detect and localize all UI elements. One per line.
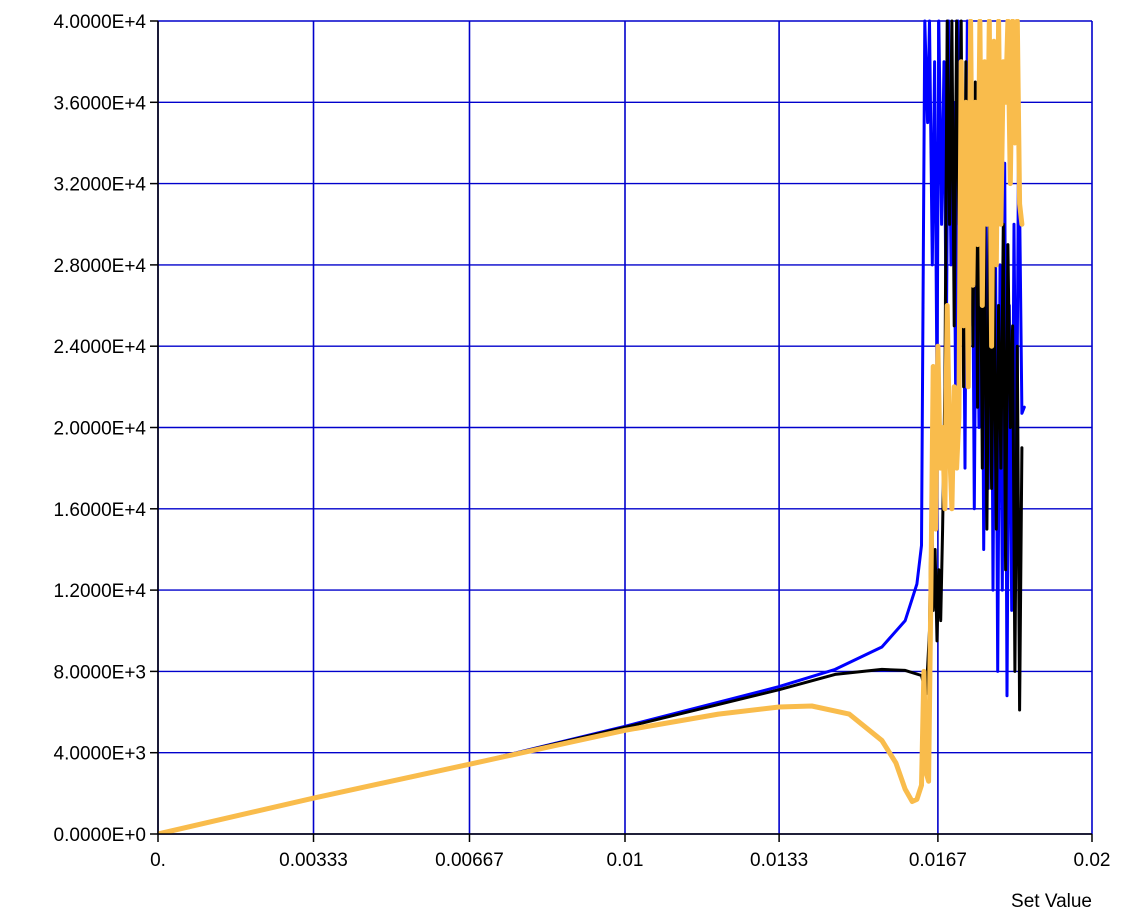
y-tick-label: 2.0000E+4 xyxy=(54,419,147,440)
y-tick-labels: 0.0000E+0 4.0000E+3 8.0000E+3 1.2000E+4 1.60… xyxy=(54,12,147,846)
y-tick-label: 0.0000E+0 xyxy=(54,825,146,846)
x-axis-title: Set Value xyxy=(1011,891,1092,912)
x-tick-label: 0. xyxy=(150,850,166,871)
y-tick-label: 2.8000E+4 xyxy=(54,256,147,277)
y-tick-label: 1.2000E+4 xyxy=(54,581,147,602)
series-lines xyxy=(158,19,1026,834)
y-tick-label: 8.0000E+3 xyxy=(54,662,146,683)
y-tick-label: 3.6000E+4 xyxy=(54,93,147,114)
y-tick-label: 3.2000E+4 xyxy=(54,175,147,196)
x-tick-label: 0.0133 xyxy=(750,850,808,871)
y-tick-label: 4.0000E+4 xyxy=(54,12,147,33)
x-tick-label: 0.0167 xyxy=(909,850,967,871)
x-tick-label: 0.01 xyxy=(607,850,644,871)
x-tick-label: 0.00333 xyxy=(279,850,348,871)
x-tick-labels: 0. 0.00333 0.00667 0.01 0.0133 0.0167 0.02 xyxy=(150,850,1110,871)
series-line-3 xyxy=(158,19,1025,834)
y-tick-label: 1.6000E+4 xyxy=(54,500,147,521)
axes xyxy=(150,20,1093,842)
x-tick-label: 0.02 xyxy=(1074,850,1111,871)
y-tick-label: 4.0000E+3 xyxy=(54,744,146,765)
y-tick-label: 2.4000E+4 xyxy=(54,337,147,358)
x-tick-label: 0.00667 xyxy=(435,850,504,871)
